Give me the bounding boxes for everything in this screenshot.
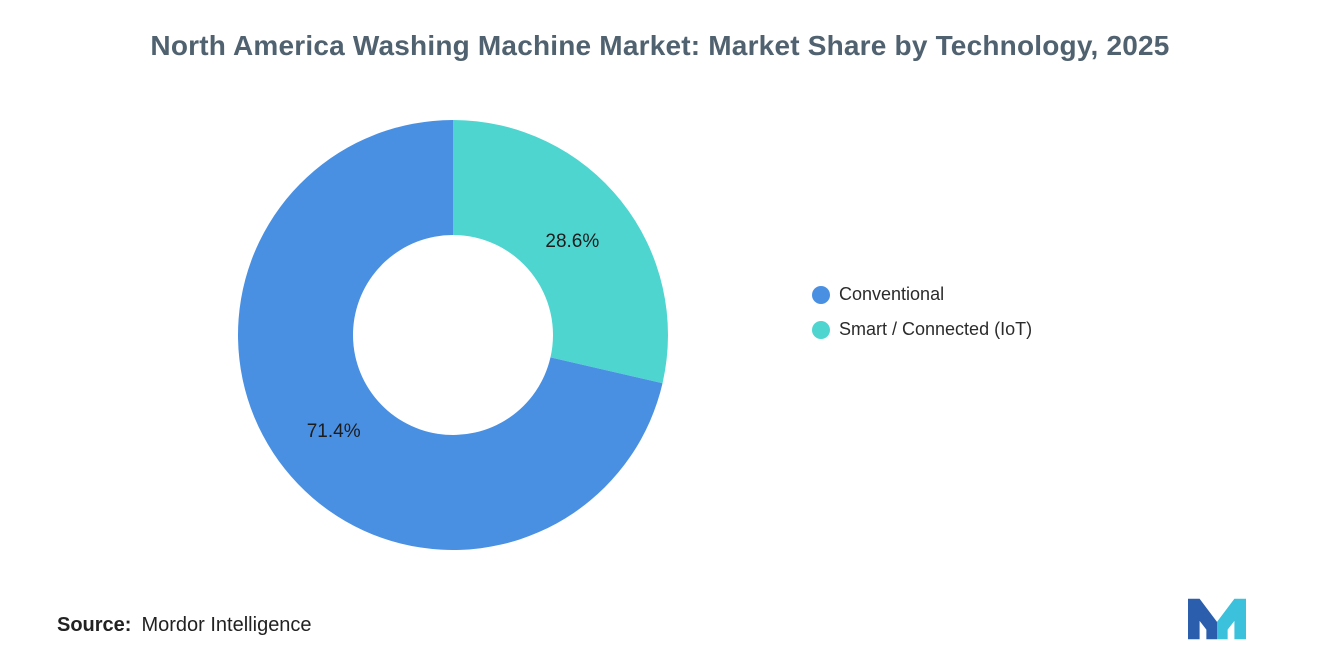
legend-item-smart-connected-iot[interactable]: Smart / Connected (IoT): [812, 319, 1032, 340]
source-value: Mordor Intelligence: [141, 614, 312, 636]
source-line: Source: Mordor Intelligence: [57, 614, 312, 637]
slice-data-label: 28.6%: [545, 231, 599, 252]
legend-label-conventional: Conventional: [839, 284, 945, 304]
slice-data-label: 71.4%: [307, 421, 361, 442]
donut-chart-svg: 28.6% 71.4%: [238, 120, 668, 550]
mordor-logo-svg: [1188, 598, 1246, 640]
donut-slice-smart-connected-iot[interactable]: [453, 120, 668, 384]
legend-label-smart-connected-iot: Smart / Connected (IoT): [839, 319, 1033, 339]
legend-marker-smart-connected-iot: [812, 320, 830, 339]
donut-slice-conventional[interactable]: [238, 120, 663, 550]
mordor-intelligence-logo: [1188, 598, 1246, 640]
legend-marker-conventional: [812, 285, 830, 304]
source-label: Source:: [57, 614, 132, 636]
logo-right-shape: [1217, 598, 1246, 640]
legend-item-conventional[interactable]: Conventional: [812, 284, 1032, 305]
logo-left-shape: [1188, 598, 1217, 640]
donut-chart: 28.6% 71.4%: [238, 120, 668, 550]
chart-title: North America Washing Machine Market: Ma…: [150, 30, 1170, 61]
chart-legend: Conventional Smart / Connected (IoT): [812, 284, 1032, 354]
